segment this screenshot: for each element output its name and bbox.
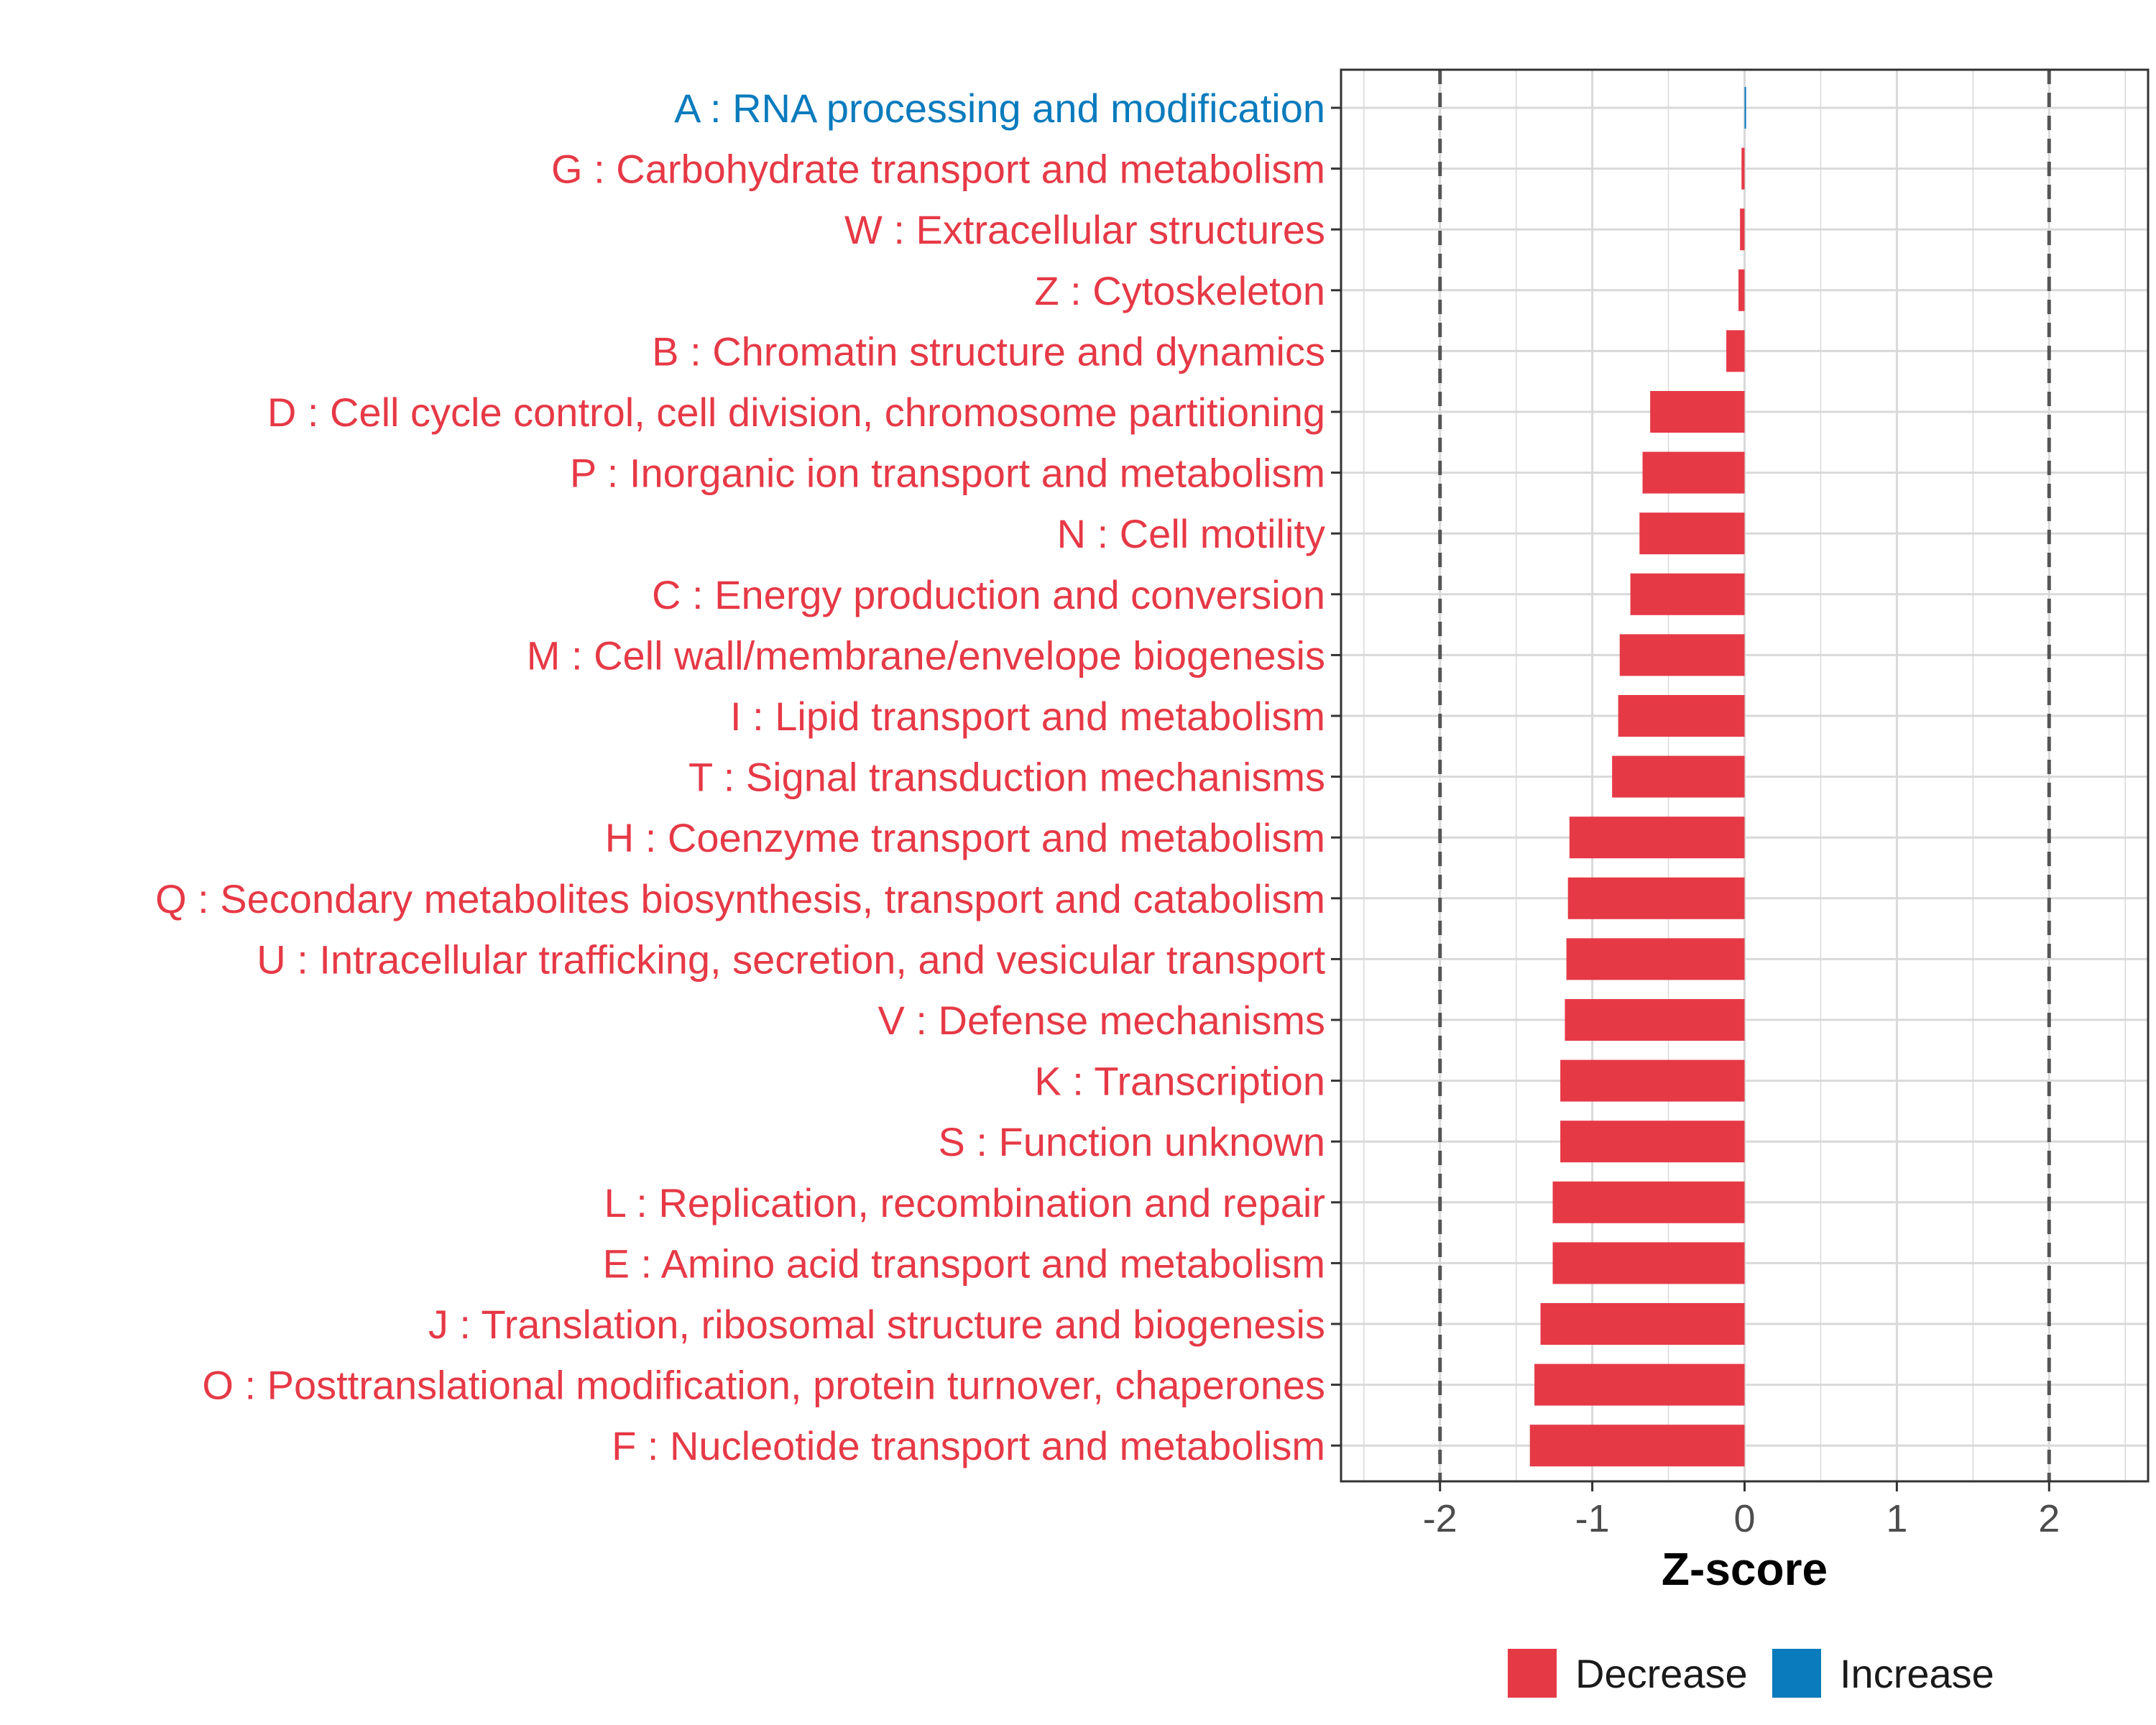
bar [1567, 877, 1745, 919]
category-label: U : Intracellular trafficking, secretion… [257, 937, 1325, 982]
bar [1744, 87, 1746, 129]
legend-swatch [1772, 1649, 1821, 1698]
category-label: P : Inorganic ion transport and metaboli… [570, 451, 1325, 496]
category-label: Z : Cytoskeleton [1034, 268, 1325, 313]
category-label: M : Cell wall/membrane/envelope biogenes… [527, 632, 1325, 678]
bar [1569, 816, 1745, 859]
category-label: B : Chromatin structure and dynamics [652, 328, 1325, 374]
category-label: V : Defense mechanisms [878, 998, 1325, 1043]
legend-label: Decrease [1575, 1651, 1748, 1696]
x-tick-label: 1 [1886, 1497, 1907, 1540]
category-label: C : Energy production and conversion [652, 572, 1325, 617]
bar [1630, 573, 1745, 615]
bar [1534, 1363, 1745, 1406]
bar [1560, 1059, 1745, 1102]
category-label: L : Replication, recombination and repai… [604, 1180, 1325, 1225]
bar [1540, 1303, 1745, 1345]
category-label: K : Transcription [1034, 1059, 1325, 1104]
category-label: F : Nucleotide transport and metabolism [612, 1423, 1325, 1468]
category-label: Q : Secondary metabolites biosynthesis, … [155, 876, 1325, 921]
category-label: E : Amino acid transport and metabolism [603, 1241, 1325, 1286]
category-label: D : Cell cycle control, cell division, c… [267, 390, 1325, 435]
category-label: H : Coenzyme transport and metabolism [605, 815, 1325, 860]
bars [1529, 87, 1746, 1467]
bar [1738, 269, 1745, 311]
category-label: O : Posttranslational modification, prot… [202, 1363, 1325, 1408]
bar [1565, 999, 1745, 1041]
bar [1741, 147, 1745, 190]
bar [1642, 451, 1745, 494]
bar [1650, 391, 1745, 433]
category-labels: A : RNA processing and modification G : C… [155, 86, 1325, 1468]
bar [1612, 755, 1745, 798]
x-tick-label: -2 [1423, 1497, 1457, 1540]
legend-label: Increase [1840, 1651, 1994, 1696]
legend-swatch [1508, 1649, 1557, 1698]
bar [1619, 634, 1745, 676]
x-axis-title: Z-score [1662, 1543, 1828, 1595]
category-label: J : Translation, ribosomal structure and… [428, 1302, 1325, 1347]
legend: Decrease Increase [1508, 1649, 1994, 1698]
bar [1529, 1425, 1745, 1467]
bar [1726, 330, 1745, 372]
x-axis-ticks: -2 -1 0 1 2 [1423, 1481, 2060, 1540]
y-axis-ticks [1331, 106, 1341, 1447]
category-label: A : RNA processing and modification [674, 86, 1325, 131]
bar [1566, 938, 1745, 980]
bar [1552, 1181, 1745, 1223]
category-label: T : Signal transduction mechanisms [688, 755, 1325, 800]
category-label: W : Extracellular structures [844, 207, 1325, 252]
category-label: N : Cell motility [1057, 511, 1325, 556]
x-tick-label: 0 [1733, 1497, 1755, 1540]
bar [1639, 512, 1745, 555]
reference-lines [1438, 70, 2051, 1481]
bar [1560, 1121, 1745, 1163]
bar [1618, 695, 1745, 737]
x-tick-label: -1 [1575, 1497, 1610, 1540]
x-tick-label: 2 [2038, 1497, 2060, 1540]
category-label: S : Function unknown [938, 1119, 1325, 1164]
bar [1740, 208, 1745, 251]
category-label: G : Carbohydrate transport and metabolis… [551, 147, 1325, 192]
bar [1552, 1242, 1745, 1284]
category-label: I : Lipid transport and metabolism [730, 694, 1325, 739]
